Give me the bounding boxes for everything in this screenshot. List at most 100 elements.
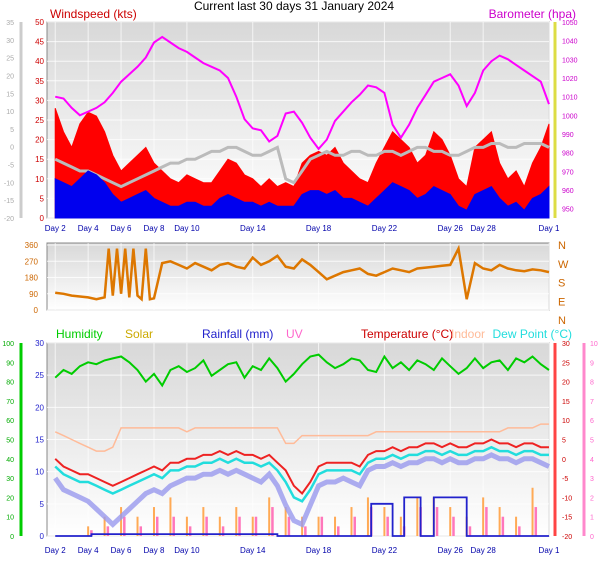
outer-tick-label: 20 xyxy=(6,73,14,80)
uv-bar xyxy=(90,530,93,536)
uv-bar xyxy=(386,516,389,536)
x-tick-label-panel1: Day 18 xyxy=(306,224,332,233)
wind-tick-label: 45 xyxy=(35,38,44,47)
barometer-tick-label: 1000 xyxy=(562,113,578,120)
x-tick-label-panel1: Day 14 xyxy=(240,224,266,233)
humidity-tick-label: 10 xyxy=(6,515,14,522)
solar-bar xyxy=(284,507,287,536)
humidity-tick-label: 100 xyxy=(2,341,14,348)
x-tick-label-panel1: Day 28 xyxy=(470,224,496,233)
barometer-tick-label: 950 xyxy=(562,207,574,214)
wind-tick-label: 50 xyxy=(35,18,44,27)
solar-bar xyxy=(399,516,402,536)
x-tick-label-panel3: Day 2 xyxy=(45,546,66,555)
wind-tick-label: 30 xyxy=(35,96,44,105)
barometer-line xyxy=(54,35,550,151)
temperature-tick-label: 5 xyxy=(562,438,566,445)
temperature-tick-label: -20 xyxy=(562,534,572,541)
x-tick-label-panel1: Day 26 xyxy=(438,224,464,233)
humidity-tick-label: 20 xyxy=(6,495,14,502)
x-tick-label-panel1: Day 10 xyxy=(174,224,200,233)
temperature-tick-label: -15 xyxy=(562,515,572,522)
solar-bar xyxy=(235,507,238,536)
wind-tick-label: 0 xyxy=(40,214,45,223)
uv-bar xyxy=(452,516,455,536)
solar-bar xyxy=(202,507,205,536)
grey-trace-line xyxy=(54,142,550,189)
temperature-line xyxy=(54,438,549,496)
solar-bar xyxy=(120,507,123,536)
barometer-tick-label: 1050 xyxy=(562,20,578,27)
humidity-line xyxy=(54,353,550,388)
outer-tick-label: 10 xyxy=(6,109,14,116)
x-tick-label-panel1: Day 22 xyxy=(372,224,398,233)
rainfall-tick-label: 10 xyxy=(35,468,44,477)
temperature-tick-label: 0 xyxy=(562,457,566,464)
wind-gust-area xyxy=(54,108,550,219)
outer-tick-label: -15 xyxy=(4,198,14,205)
uv-bar xyxy=(485,507,488,536)
x-tick-label-panel3: Day 14 xyxy=(240,546,266,555)
axis-layer: Day 2 Day 2 Day 4 Day 4 Day 6 Day 6 Day 8 Day 8… xyxy=(2,18,598,555)
uv-tick-label: 3 xyxy=(590,476,594,483)
legend: Humidity Solar Rainfall (mm) UV Temperat… xyxy=(56,327,572,341)
solar-bar xyxy=(136,516,139,536)
temperature-tick-label: 15 xyxy=(562,399,570,406)
direction-tick-label: 360 xyxy=(25,241,39,250)
outer-tick-label: 15 xyxy=(6,91,14,98)
legend-uv: UV xyxy=(286,327,303,341)
solar-bar xyxy=(498,507,501,536)
uv-bar xyxy=(353,516,356,536)
uv-bar xyxy=(287,516,291,536)
uv-bar xyxy=(435,507,439,536)
temperature-tick-label: 30 xyxy=(562,341,570,348)
uv-bar xyxy=(271,507,274,536)
chart-title: Current last 30 days 31 January 2024 xyxy=(194,0,394,13)
windchill-band xyxy=(53,452,551,528)
x-tick-label-panel3: Day 1 xyxy=(539,546,560,555)
wind-average-area xyxy=(54,170,550,219)
solar-bar xyxy=(482,497,485,536)
wind-tick-label: 25 xyxy=(35,116,44,125)
uv-tick-label: 9 xyxy=(590,360,594,367)
solar-bar xyxy=(251,516,254,536)
legend-humidity: Humidity xyxy=(56,327,103,341)
compass-tick-label: N xyxy=(558,315,566,327)
humidity-tick-label: 40 xyxy=(6,457,14,464)
uv-bar xyxy=(304,526,307,536)
uv-tick-label: 5 xyxy=(590,438,594,445)
legend-dew-point: Dew Point (°C) xyxy=(493,327,572,341)
solar-bar xyxy=(449,507,452,536)
barometer-axis-title: Barometer (hpa) xyxy=(489,7,576,21)
solar-bar xyxy=(268,497,271,536)
temperature-tick-label: 10 xyxy=(562,418,570,425)
solar-bar xyxy=(515,516,518,536)
compass-tick-label: W xyxy=(558,259,569,271)
rainfall-tick-label: 30 xyxy=(35,339,44,348)
uv-bar xyxy=(238,516,241,536)
humidity-tick-label: 50 xyxy=(6,438,14,445)
uv-tick-label: 1 xyxy=(590,515,594,522)
uv-bar xyxy=(205,516,208,536)
rainfall-tick-label: 5 xyxy=(40,500,45,509)
uv-tick-label: 4 xyxy=(590,457,594,464)
uv-bar xyxy=(155,516,159,536)
temperature-tick-label: 20 xyxy=(562,380,570,387)
outer-tick-label: 30 xyxy=(6,38,14,45)
uv-bar xyxy=(188,526,192,536)
uv-bar xyxy=(106,526,110,536)
x-tick-label-panel1: Day 8 xyxy=(144,224,165,233)
uv-bar xyxy=(501,516,505,536)
barometer-tick-label: 960 xyxy=(562,188,574,195)
solar-bar xyxy=(103,516,106,536)
direction-tick-label: 270 xyxy=(25,257,39,266)
direction-tick-label: 90 xyxy=(29,290,38,299)
humidity-tick-label: 70 xyxy=(6,399,14,406)
barometer-tick-label: 1020 xyxy=(562,76,578,83)
x-tick-label-panel3: Day 28 xyxy=(470,546,496,555)
rainfall-tick-label: 20 xyxy=(35,403,44,412)
rainfall-tick-label: 15 xyxy=(35,436,44,445)
compass-tick-label: N xyxy=(558,240,566,252)
wind-axis-title: Windspeed (kts) xyxy=(50,7,137,21)
